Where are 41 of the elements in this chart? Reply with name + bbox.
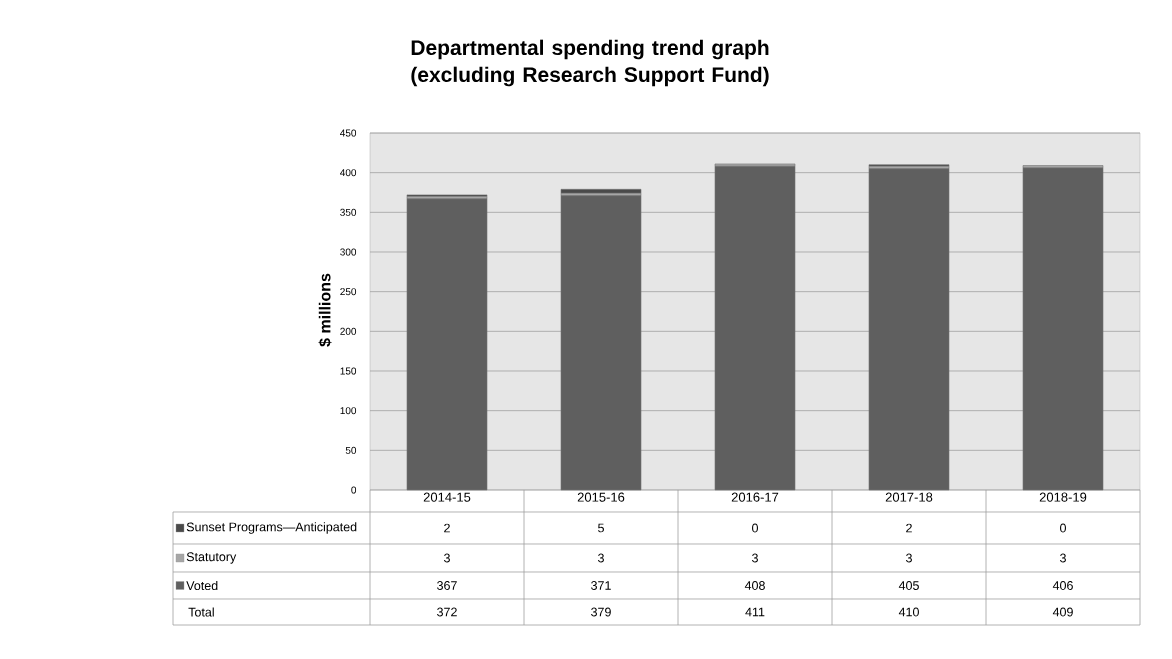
data-label: 406 — [1052, 581, 1073, 590]
x-tick-label: 2018-19 — [1039, 492, 1087, 502]
legend-label: Statutory — [186, 552, 237, 564]
y-tick-label: 150 — [340, 367, 357, 375]
y-axis-title: $ millions — [318, 273, 332, 347]
y-tick-label: 300 — [340, 248, 357, 256]
data-label: 2 — [906, 523, 912, 533]
text: 372 — [437, 607, 457, 617]
chart-title: Departmental spending trend graph (excluding Research Support Fund) — [411, 39, 769, 87]
data-label: 5 — [598, 523, 604, 533]
x-tick-label: 2015-16 — [577, 492, 625, 502]
x-tick-label: 2016-17 — [731, 492, 779, 502]
y-tick-label: 450 — [340, 129, 357, 137]
data-label: 3 — [444, 553, 450, 563]
y-tick-label: 0 — [351, 486, 357, 494]
data-label: 3 — [906, 553, 912, 563]
data-label: 2 — [444, 523, 450, 533]
y-tick-label: 250 — [340, 288, 357, 296]
data-label: 0 — [1060, 523, 1066, 533]
data-label: 3 — [1060, 553, 1066, 563]
data-label: 371 — [591, 581, 611, 590]
text: Total — [188, 607, 214, 617]
x-tick-label: 2017-18 — [885, 492, 933, 502]
data-label: 0 — [752, 523, 758, 533]
legend-label: Sunset Programs—Anticipated — [186, 522, 357, 534]
y-tick-label: 400 — [340, 169, 357, 177]
text: 409 — [1052, 607, 1073, 617]
y-tick-label: 50 — [345, 446, 357, 454]
text: 411 — [745, 607, 765, 617]
data-label: 408 — [744, 581, 765, 590]
text: 410 — [898, 607, 919, 617]
text: 379 — [591, 607, 611, 617]
data-label: 3 — [752, 553, 758, 563]
x-tick-label: 2014-15 — [423, 492, 471, 502]
data-label: 405 — [898, 581, 919, 590]
legend-label: Voted — [186, 580, 218, 591]
data-label: 3 — [598, 553, 604, 563]
y-tick-label: 350 — [340, 208, 357, 216]
y-tick-label: 100 — [340, 407, 357, 415]
y-tick-label: 200 — [340, 327, 357, 335]
data-label: 367 — [437, 581, 457, 590]
